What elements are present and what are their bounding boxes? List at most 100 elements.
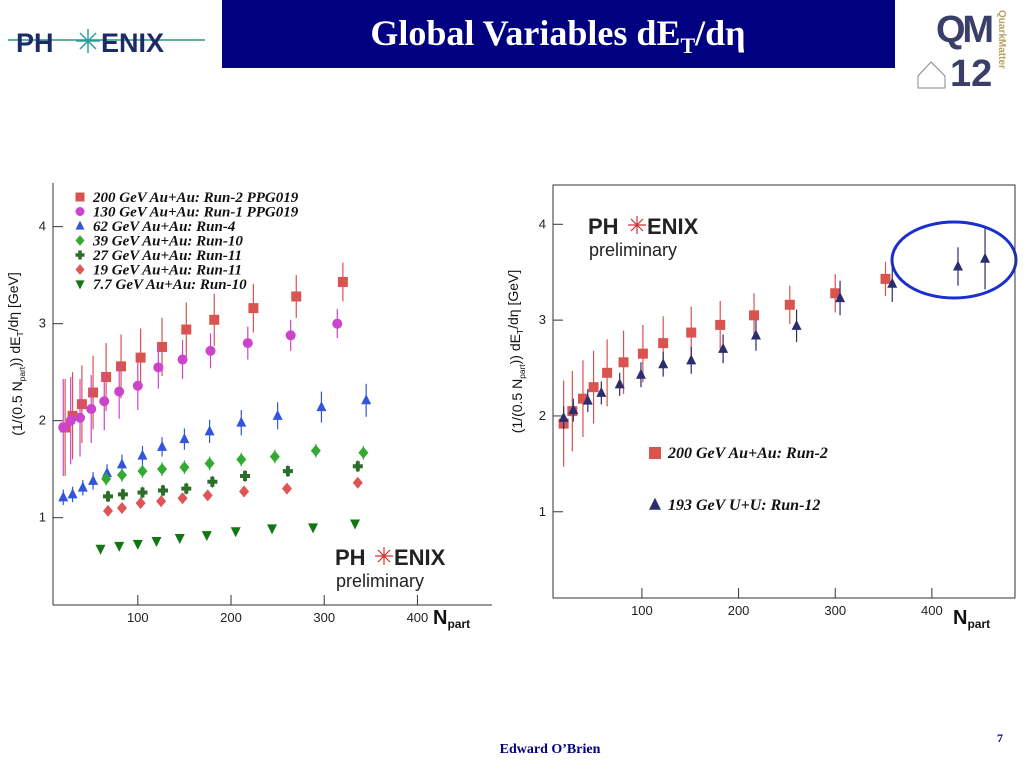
data-point — [114, 541, 125, 552]
y-axis-label-part: /dη [GeV] — [5, 272, 21, 331]
y-axis-label-sub: T — [15, 331, 25, 336]
y-tick-label: 3 — [539, 312, 546, 327]
watermark-logo: PH — [588, 214, 619, 239]
data-point — [614, 378, 625, 389]
data-point — [236, 453, 247, 466]
data-point — [174, 534, 185, 545]
data-point — [281, 482, 292, 495]
data-point — [157, 485, 168, 496]
y-tick-label: 3 — [39, 316, 46, 331]
data-point — [248, 303, 259, 314]
data-point — [201, 531, 212, 542]
data-point — [179, 461, 190, 474]
data-point — [272, 409, 283, 420]
data-point — [153, 362, 164, 373]
legend-label: 19 GeV Au+Au: Run-11 — [93, 263, 242, 279]
data-point — [352, 461, 363, 472]
data-point — [132, 539, 143, 550]
data-point — [58, 491, 69, 502]
data-point — [99, 396, 110, 407]
data-point — [181, 324, 192, 335]
slide-title: Global Variables dET/dη — [370, 13, 745, 58]
legend-label: 130 GeV Au+Au: Run-1 PPG019 — [93, 205, 299, 221]
legend-label: 200 GeV Au+Au: Run-2 — [667, 445, 828, 462]
title-sub: T — [680, 33, 695, 58]
data-point — [137, 449, 148, 460]
data-point — [308, 523, 319, 534]
qm-logo: QM 12 QuarkMatter — [917, 9, 1007, 95]
series — [101, 443, 369, 486]
data-point — [980, 252, 991, 263]
legend-label: 7.7 GeV Au+Au: Run-10 — [93, 277, 247, 293]
data-point — [596, 386, 607, 397]
logo-text: 12 — [950, 53, 992, 95]
data-point — [137, 487, 148, 498]
data-point — [157, 463, 168, 476]
data-point — [635, 368, 646, 379]
title-text: /dη — [694, 13, 745, 53]
data-point — [718, 342, 729, 353]
watermark-logo: ENIX — [394, 545, 446, 570]
data-point — [558, 411, 569, 422]
y-axis-label-sub: part — [17, 366, 27, 381]
data-point — [749, 310, 760, 321]
legend-label: 27 GeV Au+Au: Run-11 — [92, 248, 242, 264]
data-point — [117, 489, 128, 500]
series — [58, 309, 343, 476]
data-point — [86, 404, 97, 415]
data-point — [784, 299, 795, 310]
legend-label: 193 GeV U+U: Run-12 — [668, 497, 820, 514]
data-point — [135, 352, 146, 363]
data-point — [157, 341, 168, 352]
data-point — [830, 288, 841, 299]
phenix-logo: PH ENIX — [8, 28, 205, 58]
data-point — [352, 476, 363, 489]
data-point — [209, 314, 220, 325]
data-point — [236, 416, 247, 427]
series — [58, 383, 372, 506]
data-point — [358, 446, 369, 459]
data-point — [181, 483, 192, 494]
chart: 100 200 300 400 1 2 3 4 — [39, 183, 492, 625]
data-point — [285, 330, 296, 341]
y-tick-label: 1 — [39, 510, 46, 525]
data-point — [102, 491, 113, 502]
data-point — [240, 470, 251, 481]
data-point — [116, 458, 127, 469]
data-point — [75, 412, 86, 423]
watermark-star — [375, 547, 393, 565]
legend-marker — [649, 497, 661, 510]
series — [102, 460, 363, 503]
data-point — [791, 319, 802, 330]
data-point — [58, 422, 69, 433]
data-point — [880, 273, 891, 284]
legend-label: 39 GeV Au+Au: Run-10 — [92, 234, 243, 250]
data-point — [316, 401, 327, 412]
legend-marker — [75, 250, 85, 260]
data-point — [310, 444, 321, 457]
data-point — [102, 504, 113, 517]
data-point — [177, 354, 188, 365]
series — [95, 519, 360, 555]
x-tick-label: 300 — [313, 610, 335, 625]
x-tick-label: 200 — [220, 610, 242, 625]
data-point — [76, 399, 87, 410]
data-point — [230, 527, 241, 538]
logo-text: ENIX — [101, 28, 164, 58]
data-point — [269, 450, 280, 463]
legend-marker — [75, 220, 85, 230]
y-axis-label-sub: T — [515, 329, 525, 334]
data-point — [267, 524, 278, 535]
y-axis-label: (1/(0.5 Npart)) dET/dη [GeV] — [5, 272, 27, 436]
data-point — [116, 361, 127, 372]
logo-star — [76, 29, 100, 53]
data-point — [349, 519, 360, 530]
title-text: Global Variables dE — [370, 13, 680, 53]
data-point — [102, 467, 113, 478]
legend-marker — [75, 235, 85, 246]
data-point — [156, 495, 167, 508]
data-point — [135, 497, 146, 510]
data-point — [282, 466, 293, 477]
